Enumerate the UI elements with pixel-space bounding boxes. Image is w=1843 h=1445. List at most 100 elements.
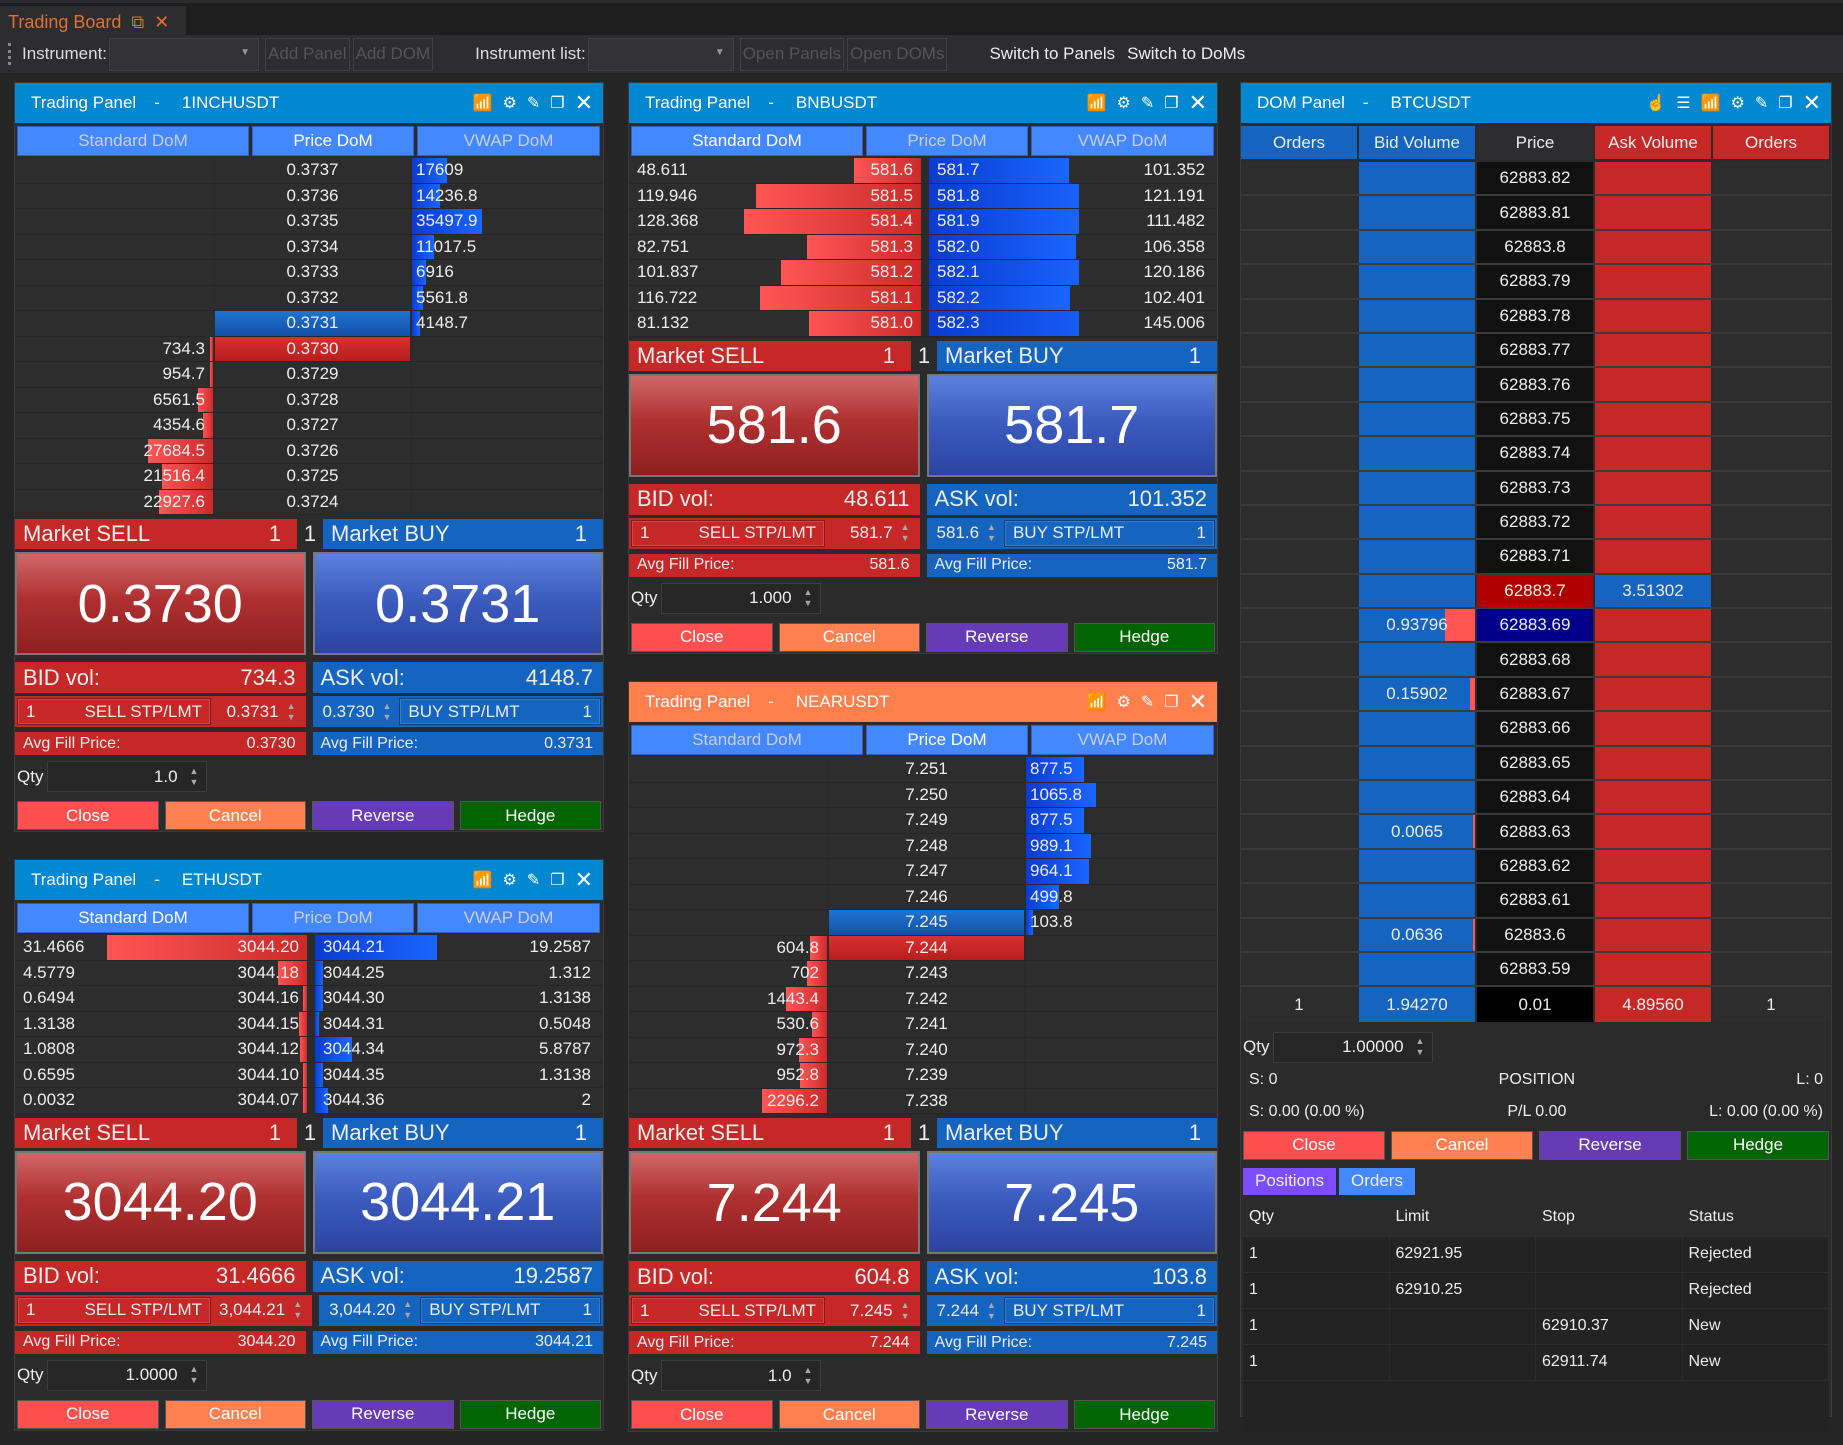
ask-volume-cell[interactable] <box>1595 540 1711 573</box>
price-cell[interactable]: 62883.65 <box>1477 746 1593 780</box>
buy-price-button[interactable]: 7.245 <box>926 1151 1217 1254</box>
market-buy-button[interactable]: Market BUY 1 <box>323 519 603 549</box>
ask-volume-cell[interactable] <box>1595 952 1711 986</box>
price-cell[interactable]: 62883.66 <box>1477 712 1593 745</box>
ask-volume-cell[interactable] <box>1595 643 1711 676</box>
qty-input[interactable]: 1.0 ▲ ▼ <box>47 761 208 792</box>
ladder-row[interactable]: 604.8 7.244 <box>629 935 1217 961</box>
gear-icon[interactable]: ⚙ <box>1730 95 1745 112</box>
ladder-row[interactable]: 0.3737 17609 <box>15 158 603 184</box>
chart-icon[interactable]: 📶 <box>1086 95 1107 112</box>
ask-orders-cell[interactable] <box>1713 781 1829 814</box>
ask-volume-cell[interactable]: 3.51302 <box>1595 574 1711 608</box>
dom-row[interactable]: 62883.71 <box>1241 540 1831 575</box>
instrument-list-select[interactable] <box>587 37 734 71</box>
dom-row[interactable]: 62883.74 <box>1241 437 1831 472</box>
bid-volume-cell[interactable] <box>1359 402 1475 436</box>
buy-stp-lmt-button[interactable]: BUY STP/LMT 1 <box>1003 519 1215 547</box>
ladder-row[interactable]: 734.3 0.3730 <box>15 336 603 362</box>
ask-orders-cell[interactable] <box>1713 299 1829 332</box>
ladder-row[interactable]: 21516.4 0.3725 <box>15 464 603 490</box>
dom-row[interactable]: 62883.75 <box>1241 402 1831 438</box>
price-cell[interactable]: 62883.75 <box>1477 402 1593 436</box>
ask-volume-cell[interactable] <box>1595 162 1711 195</box>
ask-volume-cell[interactable] <box>1595 368 1711 401</box>
dom-ladder[interactable]: 31.4666 3044.20 3044.21 19.2587 4.5779 3044.1… <box>15 935 603 1114</box>
close-icon[interactable]: ✕ <box>574 90 593 115</box>
dom-row[interactable]: 62883.65 <box>1241 746 1831 782</box>
instrument-select[interactable] <box>109 37 260 71</box>
ladder-row[interactable]: 82.751 581.3 582.0 106.358 <box>629 234 1217 260</box>
ask-volume-cell[interactable] <box>1595 471 1711 504</box>
ask-orders-cell[interactable] <box>1713 609 1829 642</box>
ladder-row[interactable]: 7.245 103.8 <box>629 910 1217 936</box>
hedge-button[interactable]: Hedge <box>1073 1400 1215 1429</box>
ladder-row[interactable]: 116.722 581.1 582.2 102.401 <box>629 285 1217 311</box>
dom-row[interactable]: 0.93796 62883.69 <box>1241 609 1831 644</box>
ask-volume-cell[interactable] <box>1595 265 1711 298</box>
price-cell[interactable]: 62883.72 <box>1477 505 1593 539</box>
close-button[interactable]: Close <box>17 801 159 830</box>
bid-orders-cell[interactable] <box>1241 609 1357 642</box>
ask-orders-cell[interactable] <box>1713 505 1829 539</box>
tab-vwap-dom[interactable]: VWAP DoM <box>1031 126 1214 156</box>
close-button[interactable]: Close <box>631 622 773 652</box>
qty-input[interactable]: 1.0 ▲ ▼ <box>661 1360 822 1391</box>
bid-orders-cell[interactable] <box>1241 402 1357 436</box>
bid-volume-cell[interactable] <box>1359 849 1475 883</box>
ladder-row[interactable]: 0.6595 3044.10 3044.35 1.3138 <box>15 1062 603 1088</box>
tab-positions[interactable]: Positions <box>1243 1167 1336 1195</box>
market-sell-button[interactable]: Market SELL 1 <box>629 1118 911 1148</box>
dom-ladder[interactable]: 0.3737 17609 0.3736 14236.8 0.3735 35497.9 0.3… <box>15 158 603 515</box>
ask-volume-cell[interactable] <box>1595 299 1711 332</box>
buy-price-button[interactable]: 3044.21 <box>312 1150 603 1254</box>
close-button[interactable]: Close <box>1243 1130 1385 1160</box>
ladder-row[interactable]: 81.132 581.0 582.3 145.006 <box>629 311 1217 337</box>
ladder-row[interactable]: 0.3734 11017.5 <box>15 234 603 260</box>
switch-to-doms-link[interactable]: Switch to DoMs <box>1127 44 1246 63</box>
bid-volume-cell[interactable] <box>1359 952 1475 986</box>
bid-orders-cell[interactable] <box>1241 437 1357 470</box>
tab-price-dom[interactable]: Price DoM <box>252 903 414 933</box>
bid-volume-cell[interactable] <box>1359 781 1475 814</box>
dom-row[interactable]: 62883.61 <box>1241 884 1831 919</box>
market-sell-button[interactable]: Market SELL 1 <box>15 1117 297 1148</box>
cancel-button[interactable]: Cancel <box>164 801 306 830</box>
bid-orders-cell[interactable] <box>1241 884 1357 917</box>
dom-row[interactable]: 62883.59 <box>1241 952 1831 988</box>
dom-row[interactable]: 62883.81 <box>1241 196 1831 231</box>
ladder-row[interactable]: 972.3 7.240 <box>629 1037 1217 1063</box>
buy-price-button[interactable]: 0.3731 <box>312 552 603 655</box>
bid-volume-cell[interactable] <box>1359 162 1475 195</box>
open-doms-button[interactable]: Open DOMs <box>846 37 948 71</box>
buy-stp-price-input[interactable]: 3,044.20 ▲ ▼ <box>321 1299 420 1321</box>
bid-orders-cell[interactable] <box>1241 952 1357 986</box>
price-cell[interactable]: 62883.71 <box>1477 540 1593 573</box>
bid-orders-cell[interactable] <box>1241 368 1357 401</box>
ladder-row[interactable]: 1.0808 3044.12 3044.34 5.8787 <box>15 1037 603 1063</box>
ask-volume-cell[interactable] <box>1595 333 1711 367</box>
spinner-arrows-icon[interactable]: ▲ ▼ <box>900 1299 910 1321</box>
sell-stp-lmt-button[interactable]: 1 SELL STP/LMT <box>17 698 211 725</box>
buy-stp-lmt-button[interactable]: BUY STP/LMT 1 <box>420 1296 601 1324</box>
buy-stp-price-input[interactable]: 7.244 ▲ ▼ <box>929 1300 1004 1322</box>
ask-orders-cell[interactable] <box>1713 265 1829 298</box>
notes-icon[interactable]: ✎ <box>1140 95 1155 112</box>
dom-row[interactable]: 62883.8 <box>1241 230 1831 266</box>
spinner-arrows-icon[interactable]: ▲ ▼ <box>189 1364 199 1385</box>
ask-volume-cell[interactable] <box>1595 437 1711 470</box>
hedge-button[interactable]: Hedge <box>459 1399 601 1429</box>
sell-stp-price-input[interactable]: 3,044.21 ▲ ▼ <box>211 1299 310 1321</box>
price-cell[interactable]: 62883.82 <box>1477 162 1593 195</box>
bid-volume-cell[interactable]: 0.93796 <box>1359 609 1475 642</box>
ladder-row[interactable]: 952.8 7.239 <box>629 1063 1217 1089</box>
close-button[interactable]: Close <box>17 1399 159 1429</box>
bid-volume-cell[interactable]: 0.15902 <box>1359 677 1475 711</box>
close-icon[interactable]: ✕ <box>154 11 170 32</box>
spinner-arrows-icon[interactable]: ▲ ▼ <box>803 1364 813 1386</box>
tab-trading-board[interactable]: Trading Board ⧉ ✕ <box>0 6 186 38</box>
sell-price-button[interactable]: 7.244 <box>629 1151 920 1254</box>
bid-orders-cell[interactable] <box>1241 918 1357 951</box>
ask-orders-cell[interactable] <box>1713 712 1829 745</box>
close-icon[interactable]: ✕ <box>1802 90 1821 115</box>
